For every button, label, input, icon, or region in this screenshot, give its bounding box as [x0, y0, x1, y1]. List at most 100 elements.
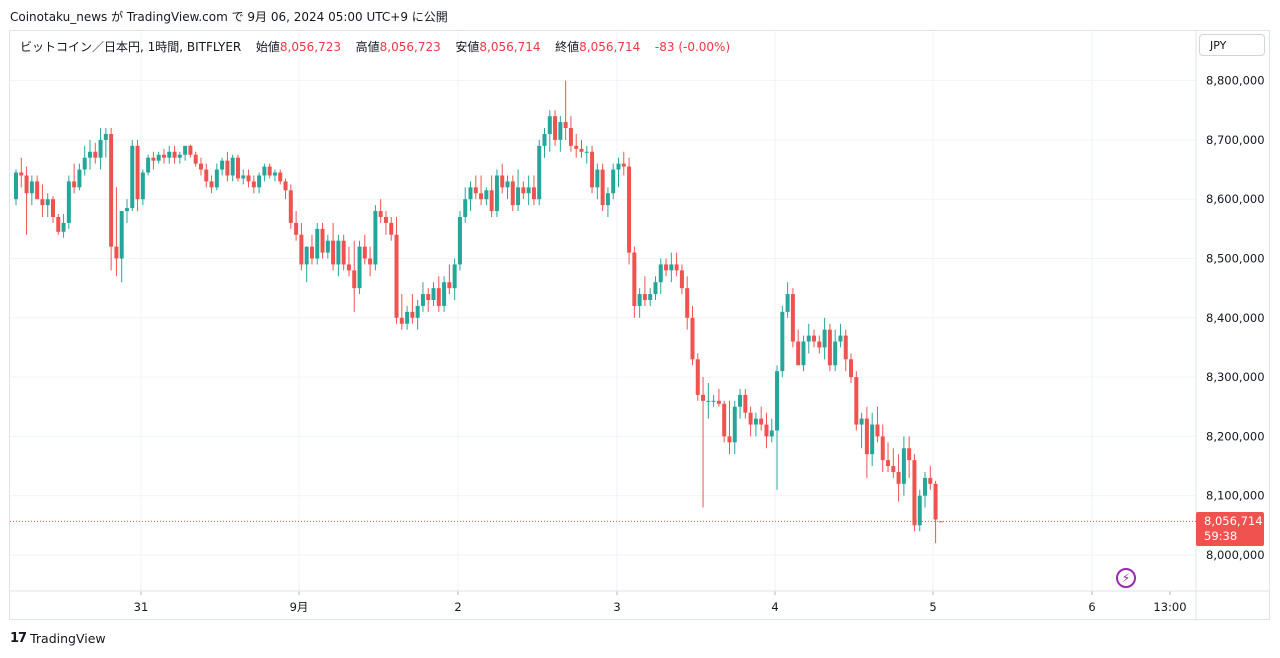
- candle-body: [928, 477, 933, 484]
- candle-body: [299, 234, 304, 265]
- candle-body: [156, 154, 161, 161]
- candle-body: [637, 294, 642, 306]
- candle-body: [923, 477, 928, 496]
- bar-countdown: 59:38: [1204, 529, 1238, 543]
- candle-body: [352, 270, 357, 289]
- candle-body: [331, 240, 336, 265]
- candle-body: [854, 377, 859, 425]
- candle-body: [563, 122, 568, 129]
- candle-body: [473, 187, 478, 194]
- candle-body: [711, 400, 716, 402]
- candle-body: [812, 335, 817, 342]
- candle-body: [183, 145, 188, 155]
- lightning-icon[interactable]: ⚡: [1116, 568, 1136, 588]
- candle-body: [124, 208, 129, 212]
- candle-body: [494, 175, 499, 212]
- ohlc-legend: ビットコイン／日本円, 1時間, BITFLYER 始値8,056,723 高値…: [20, 38, 730, 55]
- y-tick-label: 8,200,000: [1206, 429, 1265, 443]
- candle-body: [759, 418, 764, 425]
- candle-body: [896, 471, 901, 484]
- x-tick-label: 9月: [290, 600, 309, 614]
- x-tick-label: 4: [771, 600, 778, 614]
- x-tick-label: 13:00: [1153, 600, 1186, 614]
- brand-name[interactable]: TradingView: [30, 631, 106, 646]
- candle-body: [764, 424, 769, 437]
- candle-body: [457, 216, 462, 265]
- candle-body: [362, 246, 367, 259]
- candle-body: [140, 172, 145, 200]
- candle-body: [653, 282, 658, 295]
- change-value: -83 (-0.00%): [654, 40, 731, 54]
- y-tick-label: 8,700,000: [1206, 133, 1265, 147]
- candle-body: [241, 175, 246, 179]
- candle-body: [590, 151, 595, 188]
- x-tick-label: 31: [134, 600, 149, 614]
- candle-body: [886, 460, 891, 467]
- candle-body: [45, 199, 50, 206]
- candle-body: [722, 403, 727, 437]
- candle-body: [415, 305, 420, 318]
- candle-body: [262, 166, 267, 176]
- x-tick-label: 3: [613, 600, 620, 614]
- candle-body: [14, 172, 18, 200]
- candle-body: [616, 163, 621, 170]
- candle-body: [817, 341, 822, 348]
- x-tick-label: 5: [929, 600, 936, 614]
- candle-body: [452, 264, 457, 289]
- candle-body: [272, 172, 277, 176]
- candle-body: [431, 288, 436, 301]
- candle-body: [716, 400, 721, 404]
- candle-body: [547, 116, 552, 134]
- candle-body: [315, 228, 320, 259]
- candle-body: [130, 145, 135, 209]
- candle-body: [135, 145, 140, 200]
- candle-body: [843, 335, 848, 360]
- candle-body: [690, 317, 695, 360]
- tradingview-logo-icon[interactable]: 17: [10, 631, 27, 646]
- candle-body: [648, 294, 653, 301]
- candle-body: [674, 264, 679, 271]
- candle-body: [294, 222, 299, 235]
- candle-body: [664, 264, 669, 271]
- candle-body: [283, 181, 288, 191]
- candle-body: [695, 359, 700, 395]
- candle-body: [531, 187, 536, 200]
- candle-body: [410, 311, 415, 318]
- candle-body: [796, 341, 801, 366]
- candle-body: [61, 222, 66, 232]
- candle-body: [267, 166, 272, 176]
- candle-body: [19, 172, 24, 176]
- y-tick-label: 8,800,000: [1206, 74, 1265, 88]
- candle-body: [838, 335, 843, 342]
- candle-body: [679, 270, 684, 289]
- symbol-label: ビットコイン／日本円, 1時間, BITFLYER: [20, 40, 242, 54]
- low-value: 8,056,714: [479, 40, 541, 54]
- candle-body: [833, 341, 838, 366]
- candle-body: [220, 160, 225, 170]
- candle-body: [748, 412, 753, 425]
- candlestick-chart[interactable]: 8,000,000 8,100,000 8,200,000 8,300,000 8,40…: [10, 31, 1270, 621]
- chart-frame: [9, 30, 1270, 620]
- candle-body: [790, 294, 795, 342]
- candle-body: [484, 190, 489, 200]
- candle-body: [98, 139, 103, 158]
- candle-body: [706, 400, 711, 402]
- candle-body: [933, 483, 938, 520]
- candle-body: [336, 240, 341, 265]
- candle-body: [701, 394, 706, 401]
- candle-body: [246, 175, 251, 182]
- candle-body: [621, 163, 626, 167]
- currency-button[interactable]: JPY: [1199, 34, 1265, 56]
- close-label: 終値: [555, 40, 580, 54]
- candle-body: [172, 151, 177, 158]
- candle-body: [685, 288, 690, 318]
- candle-body: [468, 187, 473, 200]
- publish-header: Coinotaku_news が TradingView.com で 9月 06…: [10, 10, 448, 24]
- candle-body: [785, 294, 790, 312]
- open-value: 8,056,723: [279, 40, 341, 54]
- candle-body: [600, 169, 605, 206]
- candle-body: [806, 335, 811, 342]
- candle-body: [875, 424, 880, 437]
- candle-body: [188, 145, 193, 155]
- candle-body: [309, 246, 314, 259]
